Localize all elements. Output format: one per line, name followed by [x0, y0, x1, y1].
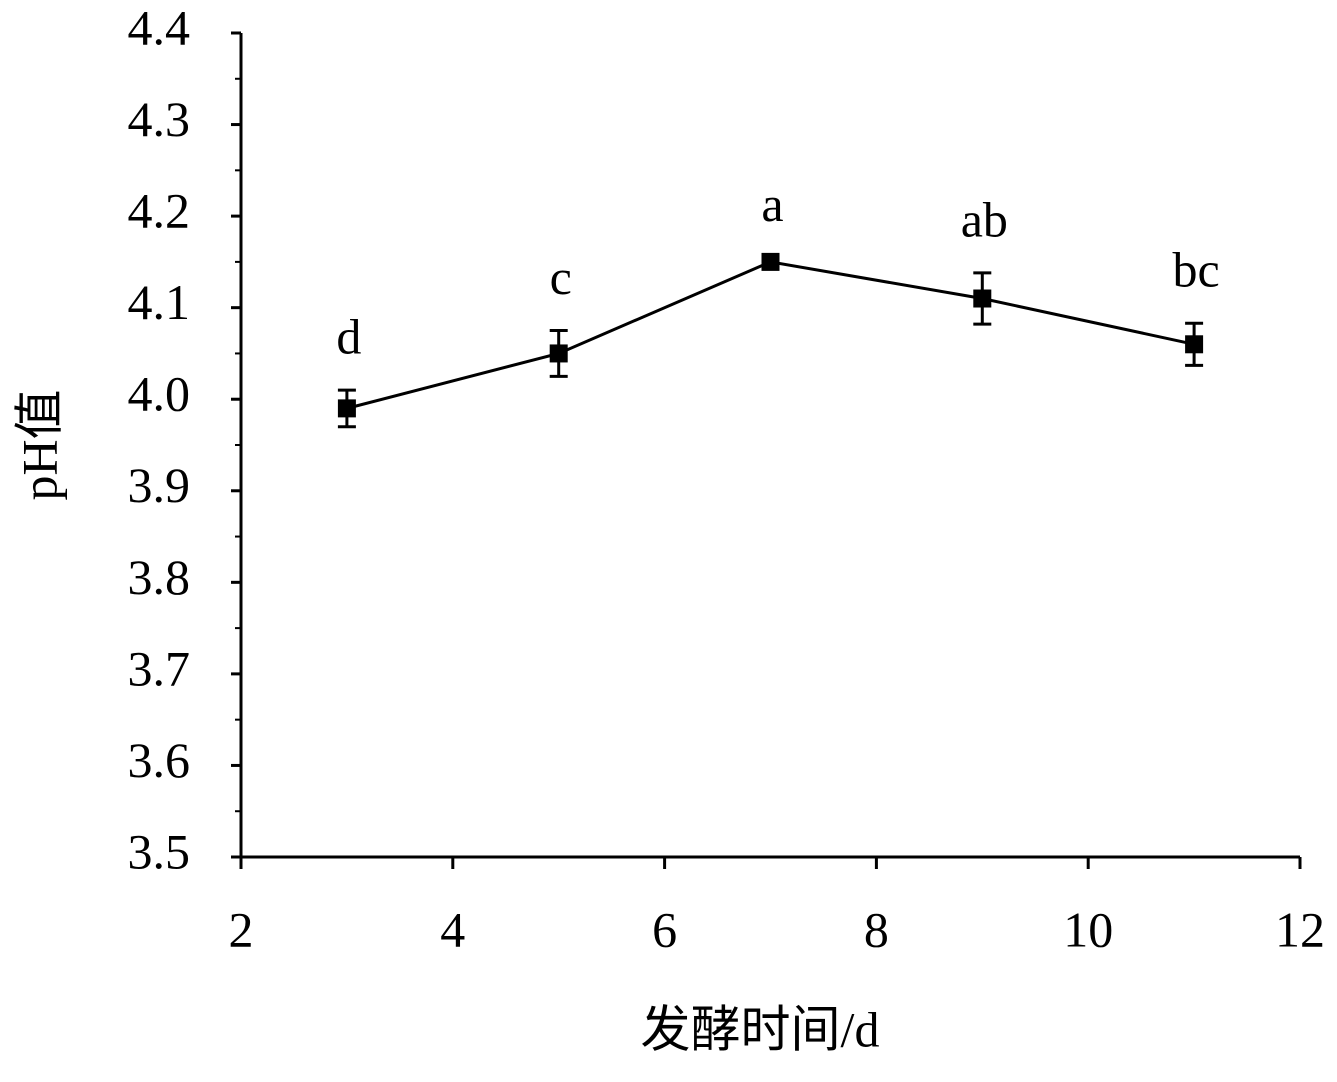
- significance-label: ab: [961, 191, 1008, 247]
- y-tick-label: 3.5: [128, 823, 191, 879]
- y-tick-label: 4.2: [128, 183, 191, 239]
- y-tick-label: 4.0: [128, 366, 191, 422]
- y-tick-label: 4.1: [128, 274, 191, 330]
- marker: [1185, 335, 1204, 354]
- marker: [337, 399, 356, 418]
- marker: [549, 344, 568, 363]
- y-tick-label: 4.4: [128, 0, 191, 55]
- significance-label: c: [550, 249, 572, 305]
- significance-label: bc: [1172, 242, 1219, 298]
- significance-label: a: [761, 176, 783, 232]
- y-tick-label: 3.9: [128, 457, 191, 513]
- x-tick-label: 10: [1063, 901, 1113, 957]
- marker: [973, 289, 992, 308]
- x-tick-label: 2: [229, 901, 254, 957]
- marker: [761, 252, 780, 271]
- y-tick-label: 3.7: [128, 640, 191, 696]
- x-tick-label: 8: [864, 901, 889, 957]
- x-axis-label: 发酵时间/d: [641, 1001, 880, 1057]
- x-tick-label: 12: [1275, 901, 1325, 957]
- y-tick-label: 3.8: [128, 549, 191, 605]
- y-tick-label: 4.3: [128, 91, 191, 147]
- x-tick-label: 6: [652, 901, 677, 957]
- y-axis-label: pH值: [11, 389, 67, 500]
- line: [346, 260, 1195, 410]
- y-tick-label: 3.6: [128, 732, 191, 788]
- significance-label: d: [336, 309, 361, 365]
- x-tick-label: 4: [440, 901, 465, 957]
